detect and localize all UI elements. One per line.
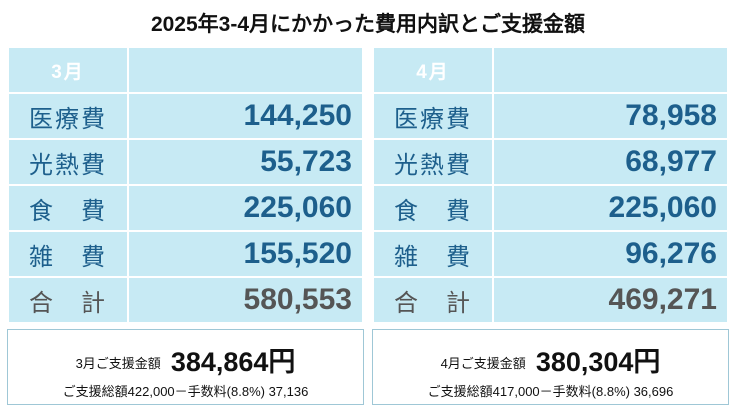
support-detail: ご支援総額422,000－手数料(8.8%) 37,136	[62, 384, 309, 399]
row-label: 雑 費	[7, 230, 129, 278]
support-amount: 380,304円	[535, 347, 661, 377]
total-row: 合 計 580,553	[7, 276, 364, 324]
row-label: 食 費	[7, 184, 129, 232]
row-value: 96,276	[492, 230, 729, 278]
support-amount: 384,864円	[170, 347, 296, 377]
row-value: 469,271	[492, 276, 729, 324]
table-row: 食 費 225,060	[7, 184, 364, 232]
total-row: 合 計 469,271	[372, 276, 729, 324]
row-label: 雑 費	[372, 230, 494, 278]
row-value: 225,060	[127, 184, 364, 232]
row-label: 光熱費	[372, 138, 494, 186]
row-value: 68,977	[492, 138, 729, 186]
support-label: 3月ご支援金額	[75, 356, 161, 371]
row-label: 食 費	[372, 184, 494, 232]
support-detail: ご支援総額417,000－手数料(8.8%) 36,696	[427, 384, 674, 399]
row-value: 580,553	[127, 276, 364, 324]
table-row: 雑 費 155,520	[7, 230, 364, 278]
month-header: 4月	[372, 46, 494, 94]
table-row: 光熱費 55,723	[7, 138, 364, 186]
table-row: 食 費 225,060	[372, 184, 729, 232]
table-row: 雑 費 96,276	[372, 230, 729, 278]
row-value: 155,520	[127, 230, 364, 278]
row-label: 合 計	[372, 276, 494, 324]
row-label: 医療費	[7, 92, 129, 140]
row-value: 144,250	[127, 92, 364, 140]
april-support-box: 4月ご支援金額 380,304円 ご支援総額417,000－手数料(8.8%) 3…	[372, 329, 729, 405]
table-row: 医療費 144,250	[7, 92, 364, 140]
row-label: 光熱費	[7, 138, 129, 186]
page-title: 2025年3-4月にかかった費用内訳とご支援金額	[150, 13, 586, 36]
row-value: 225,060	[492, 184, 729, 232]
row-value: 78,958	[492, 92, 729, 140]
table-row: 医療費 78,958	[372, 92, 729, 140]
april-expense-table: 4月 医療費 78,958 光熱費 68,977 食 費 225,060 雑 費 96,…	[372, 46, 729, 324]
march-support-box: 3月ご支援金額 384,864円 ご支援総額422,000－手数料(8.8%) 3…	[7, 329, 364, 405]
support-label: 4月ご支援金額	[440, 356, 526, 371]
row-label: 医療費	[372, 92, 494, 140]
row-value: 55,723	[127, 138, 364, 186]
march-expense-table: 3月 医療費 144,250 光熱費 55,723 食 費 225,060 雑 費 15…	[7, 46, 364, 324]
table-row: 光熱費 68,977	[372, 138, 729, 186]
row-label: 合 計	[7, 276, 129, 324]
month-header: 3月	[7, 46, 129, 94]
